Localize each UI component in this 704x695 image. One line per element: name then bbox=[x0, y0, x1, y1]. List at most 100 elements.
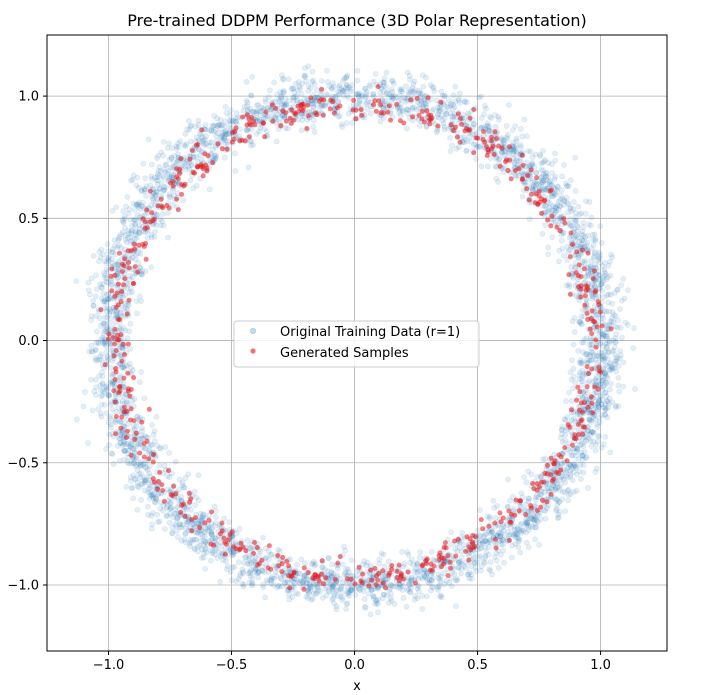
training-data-point bbox=[601, 269, 608, 276]
training-data-point bbox=[200, 538, 207, 544]
training-data-point bbox=[164, 512, 170, 519]
training-data-point bbox=[561, 416, 568, 423]
training-data-point bbox=[568, 177, 574, 184]
generated-sample-point bbox=[128, 248, 134, 254]
training-data-point bbox=[90, 302, 97, 309]
generated-sample-point bbox=[260, 120, 266, 126]
generated-sample-point bbox=[439, 564, 445, 570]
generated-sample-point bbox=[146, 406, 152, 412]
generated-sample-point bbox=[568, 230, 574, 236]
y-tick-label: −0.5 bbox=[7, 456, 39, 471]
training-data-point bbox=[133, 423, 140, 430]
training-data-point bbox=[546, 204, 553, 211]
generated-sample-point bbox=[453, 553, 459, 559]
generated-sample-point bbox=[493, 536, 498, 542]
generated-sample-point bbox=[453, 124, 458, 130]
generated-sample-point bbox=[385, 109, 391, 115]
generated-sample-point bbox=[569, 442, 575, 448]
training-data-point bbox=[342, 569, 349, 576]
generated-sample-point bbox=[482, 139, 488, 145]
training-data-point bbox=[602, 348, 608, 355]
training-data-point bbox=[562, 508, 568, 515]
training-data-point bbox=[463, 565, 469, 571]
training-data-point bbox=[524, 519, 531, 526]
generated-sample-point bbox=[592, 384, 598, 390]
generated-sample-point bbox=[421, 119, 427, 125]
training-data-point bbox=[262, 98, 269, 105]
training-data-point bbox=[525, 468, 532, 475]
training-data-point bbox=[461, 99, 468, 105]
training-data-point bbox=[512, 123, 519, 129]
training-data-point bbox=[563, 282, 570, 289]
generated-sample-point bbox=[335, 560, 341, 566]
training-data-point bbox=[450, 92, 457, 99]
training-data-point bbox=[324, 79, 331, 85]
generated-sample-point bbox=[360, 571, 366, 577]
training-data-point bbox=[86, 348, 92, 355]
training-data-point bbox=[100, 281, 106, 287]
training-data-point bbox=[423, 74, 429, 81]
training-data-point bbox=[306, 585, 313, 592]
training-data-point bbox=[158, 149, 165, 155]
training-data-point bbox=[408, 576, 415, 583]
training-data-point bbox=[575, 203, 582, 210]
training-data-point bbox=[588, 418, 595, 425]
generated-sample-point bbox=[588, 316, 594, 322]
training-data-point bbox=[478, 93, 484, 100]
generated-sample-point bbox=[263, 109, 269, 115]
training-data-point bbox=[192, 523, 198, 530]
training-data-point bbox=[569, 477, 576, 484]
training-data-point bbox=[498, 135, 505, 141]
generated-sample-point bbox=[366, 583, 372, 589]
generated-sample-point bbox=[428, 112, 434, 118]
generated-sample-point bbox=[199, 127, 205, 133]
training-data-point bbox=[512, 144, 518, 151]
generated-sample-point bbox=[386, 572, 392, 578]
training-data-point bbox=[433, 129, 440, 136]
training-data-point bbox=[589, 428, 596, 435]
training-data-point bbox=[414, 568, 421, 574]
training-data-point bbox=[612, 358, 618, 365]
training-data-point bbox=[93, 376, 99, 383]
training-data-point bbox=[259, 534, 266, 541]
generated-sample-point bbox=[284, 558, 290, 564]
training-data-point bbox=[588, 443, 595, 449]
training-data-point bbox=[587, 257, 594, 264]
training-data-point bbox=[368, 587, 375, 594]
legend: Original Training Data (r=1) Generated S… bbox=[233, 320, 480, 368]
training-data-point bbox=[456, 90, 463, 97]
training-data-point bbox=[124, 193, 131, 200]
generated-sample-point bbox=[113, 366, 118, 371]
training-data-point bbox=[148, 231, 155, 238]
training-data-point bbox=[207, 557, 214, 564]
generated-sample-point bbox=[130, 281, 136, 286]
generated-sample-point bbox=[492, 129, 498, 135]
training-data-point bbox=[185, 118, 192, 124]
training-data-point bbox=[569, 417, 575, 423]
generated-sample-point bbox=[121, 409, 127, 415]
training-data-point bbox=[515, 538, 522, 545]
generated-sample-point bbox=[478, 517, 484, 523]
training-data-point bbox=[172, 506, 178, 513]
training-data-point bbox=[561, 252, 567, 259]
training-data-point bbox=[585, 484, 591, 491]
training-data-point bbox=[455, 95, 462, 102]
training-data-point bbox=[375, 609, 381, 616]
training-data-point bbox=[298, 577, 304, 584]
training-data-point bbox=[248, 92, 254, 99]
training-data-point bbox=[417, 549, 424, 556]
training-data-point bbox=[603, 379, 610, 386]
training-data-point bbox=[499, 137, 506, 144]
generated-sample-point bbox=[121, 375, 127, 381]
training-data-point bbox=[132, 256, 139, 263]
training-data-point bbox=[538, 179, 545, 186]
training-data-point bbox=[596, 249, 603, 256]
generated-sample-point bbox=[352, 581, 358, 587]
training-data-point bbox=[138, 298, 144, 304]
training-data-point bbox=[585, 428, 591, 435]
training-data-point bbox=[427, 572, 434, 579]
training-data-point bbox=[243, 97, 250, 104]
training-data-point bbox=[175, 140, 182, 147]
generated-sample-point bbox=[542, 470, 548, 476]
training-data-point bbox=[150, 491, 157, 498]
